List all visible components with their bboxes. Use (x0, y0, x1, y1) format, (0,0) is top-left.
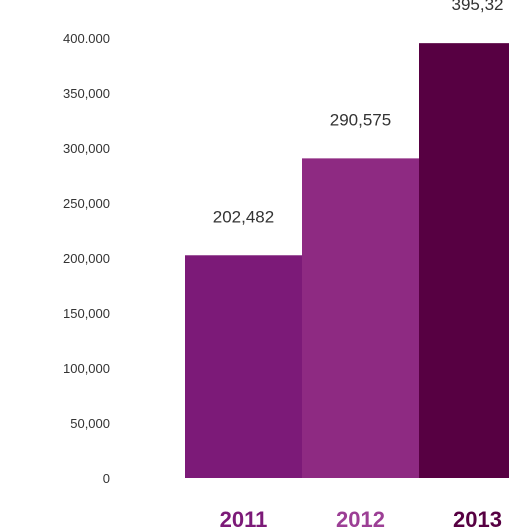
y-tick-label: 100,000 (63, 361, 110, 376)
data-labels: 202,482 290,575 395,32 (213, 0, 504, 226)
y-tick-label: 0 (103, 471, 110, 486)
y-tick-label: 150,000 (63, 306, 110, 321)
data-label-2013: 395,32 (452, 0, 504, 14)
x-tick-label: 2011 (220, 507, 268, 532)
bars (185, 43, 509, 478)
x-tick-label: 2012 (336, 507, 385, 532)
x-axis-ticks: 2011 2012 2013 (220, 507, 502, 532)
bar-2012 (302, 158, 419, 478)
bar-2011 (185, 255, 302, 478)
y-tick-label: 350,000 (63, 86, 110, 101)
y-tick-label: 250,000 (63, 196, 110, 211)
y-tick-label: 400.000 (63, 31, 110, 46)
y-tick-label: 50,000 (70, 416, 110, 431)
y-tick-label: 200,000 (63, 251, 110, 266)
data-label-2012: 290,575 (330, 110, 391, 129)
bar-2013 (419, 43, 509, 478)
data-label-2011: 202,482 (213, 207, 274, 226)
y-axis-ticks: 0 50,000 100,000 150,000 200,000 250,000 300,0… (63, 31, 110, 486)
x-tick-label: 2013 (453, 507, 502, 532)
y-tick-label: 300,000 (63, 141, 110, 156)
